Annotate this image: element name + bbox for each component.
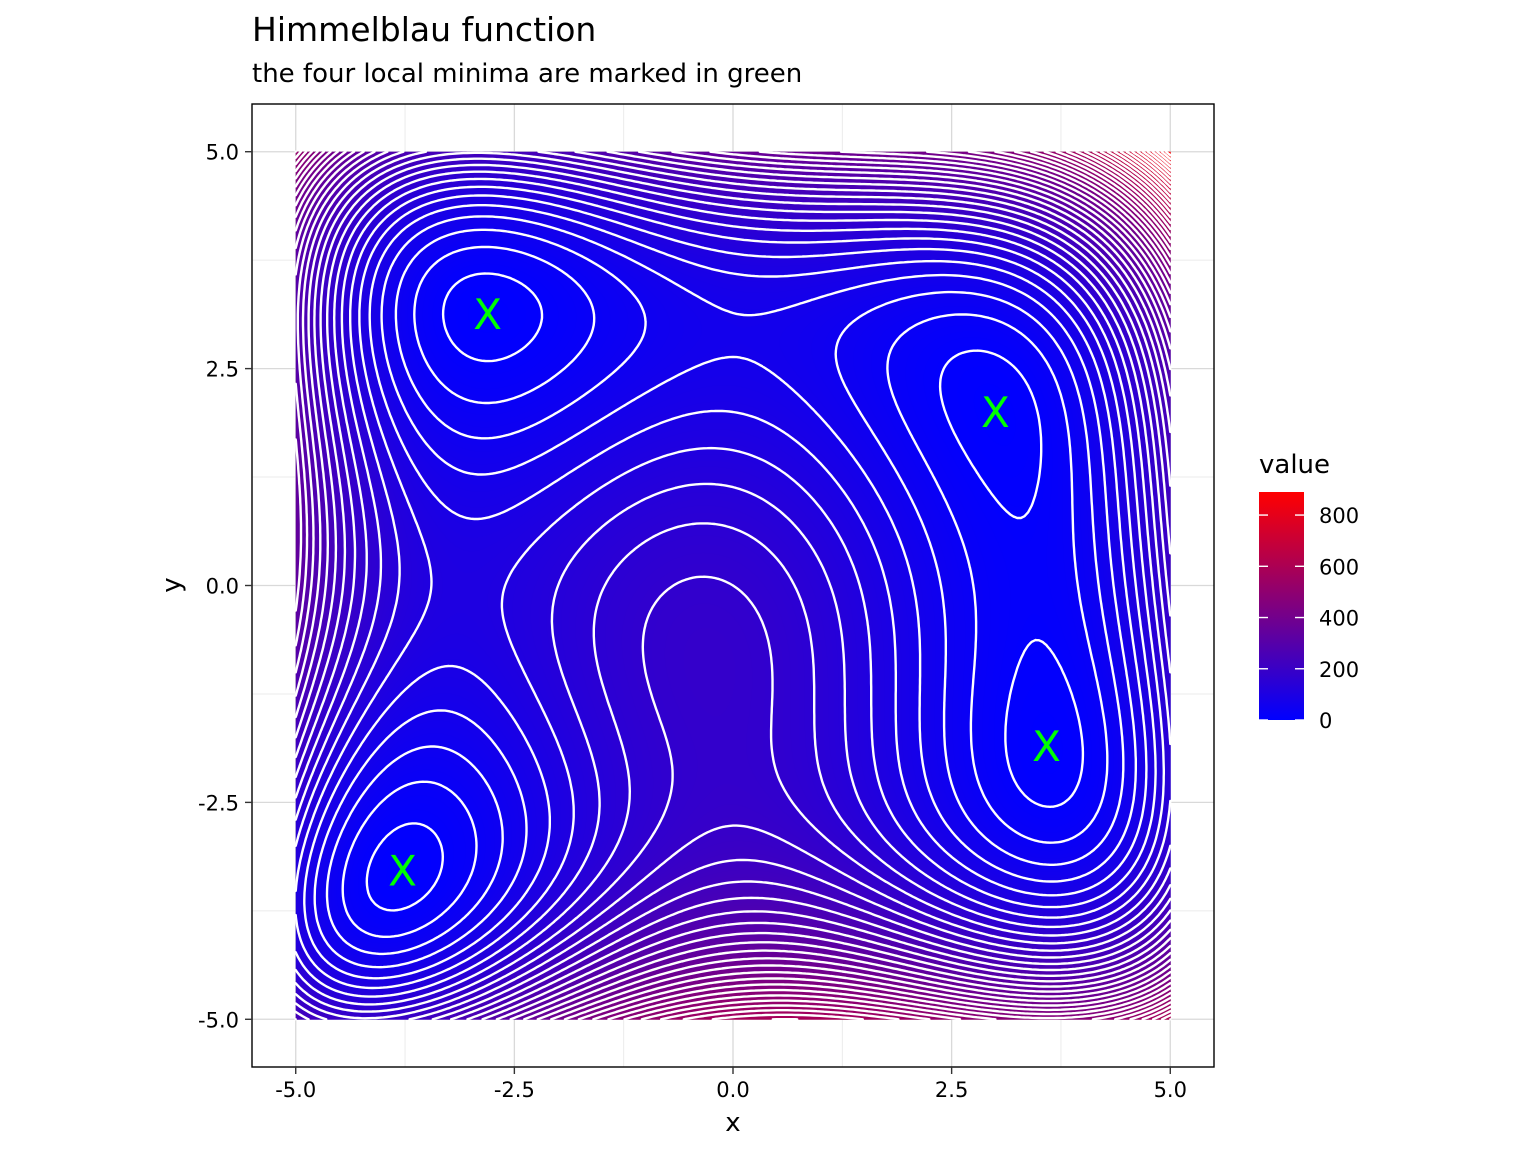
contour-level: [1106, 150, 1172, 203]
contour-level: [294, 185, 1165, 998]
chart-title: Himmelblau function: [252, 10, 596, 49]
x-tick-label: 2.5: [935, 1078, 968, 1102]
contour-level: [294, 150, 1172, 1021]
minimum-marker: X: [388, 846, 417, 895]
minima-markers: X X X X: [388, 290, 1061, 896]
y-tick-label: 0.0: [206, 575, 239, 599]
legend-label: 0: [1319, 709, 1332, 733]
contour-level: [1151, 150, 1172, 168]
x-tick-label: 0.0: [716, 1078, 749, 1102]
contour-level: [1146, 150, 1172, 172]
contour-level: [294, 194, 1157, 990]
contour-level: [1125, 150, 1172, 189]
contour-level: [1092, 150, 1172, 1021]
legend-colorbar: [1259, 492, 1304, 720]
contour-level: [341, 245, 1109, 938]
contour-level: [294, 150, 1172, 1021]
contour-level: [294, 177, 1172, 1006]
contour-lines: [294, 150, 1172, 1021]
contour-level: [294, 170, 1172, 1013]
contour-level: [294, 150, 1172, 1021]
contour-level: [1131, 150, 1172, 184]
contour-level: [1160, 150, 1172, 161]
contour-level: [294, 151, 1172, 1021]
contour-level: [682, 150, 1172, 1021]
legend-title: value: [1259, 450, 1330, 480]
contour-level: [294, 150, 1172, 1021]
contour-level: [294, 150, 1172, 1021]
x-tick-label: -5.0: [275, 1078, 316, 1102]
contour-level: [294, 150, 1172, 1021]
y-tick-label: 2.5: [206, 358, 239, 382]
contour-level: [294, 150, 1172, 1021]
legend-label: 800: [1319, 504, 1359, 528]
contour-level: [303, 204, 1148, 980]
chart-subtitle: the four local minima are marked in gree…: [252, 59, 802, 89]
contour-level: [294, 157, 1172, 1021]
contour-level: [313, 215, 1137, 969]
contour-level: [1164, 150, 1172, 157]
contour-level: [294, 150, 1172, 1021]
contour-level: [1119, 150, 1172, 193]
contour-level: [294, 150, 1172, 1021]
contour-level: [1113, 150, 1172, 198]
contour-level: [294, 150, 1172, 1021]
contour-level: [294, 150, 1172, 1021]
contour-level: [711, 150, 1172, 1021]
contour-level: [294, 150, 1172, 1021]
legend-ticks: 0 200 400 600 800: [1259, 504, 1359, 733]
contour-level: [294, 150, 1172, 1021]
y-axis: -5.0 -2.5 0.0 2.5 5.0: [198, 141, 252, 1032]
y-tick-label: -5.0: [198, 1008, 239, 1032]
contour-level: [771, 150, 1172, 1021]
contour-level: [1141, 150, 1172, 176]
minimum-marker: X: [981, 388, 1010, 437]
x-tick-label: -2.5: [494, 1078, 535, 1102]
legend: value 0 200 400 600 800: [1259, 450, 1359, 733]
x-axis-title: x: [725, 1108, 740, 1138]
x-tick-label: 5.0: [1154, 1078, 1187, 1102]
contour-level: [294, 163, 1172, 1020]
contour-level: [294, 150, 1172, 1021]
legend-label: 600: [1319, 555, 1359, 579]
legend-label: 400: [1319, 607, 1359, 631]
x-axis: -5.0 -2.5 0.0 2.5 5.0: [275, 1067, 1187, 1102]
contour-level: [325, 228, 1125, 956]
minimum-marker: X: [473, 290, 502, 339]
contour-level: [1156, 150, 1172, 164]
contour-level: [294, 150, 1172, 1021]
contour-level: [365, 272, 1085, 912]
legend-label: 200: [1319, 658, 1359, 682]
y-axis-title: y: [157, 577, 187, 592]
contour-level: [1099, 150, 1172, 208]
y-tick-label: 5.0: [206, 141, 239, 165]
y-tick-label: -2.5: [198, 791, 239, 815]
contour-level: [1136, 150, 1172, 180]
minimum-marker: X: [1032, 722, 1061, 771]
plot-panel: X X X X: [251, 103, 1215, 1068]
